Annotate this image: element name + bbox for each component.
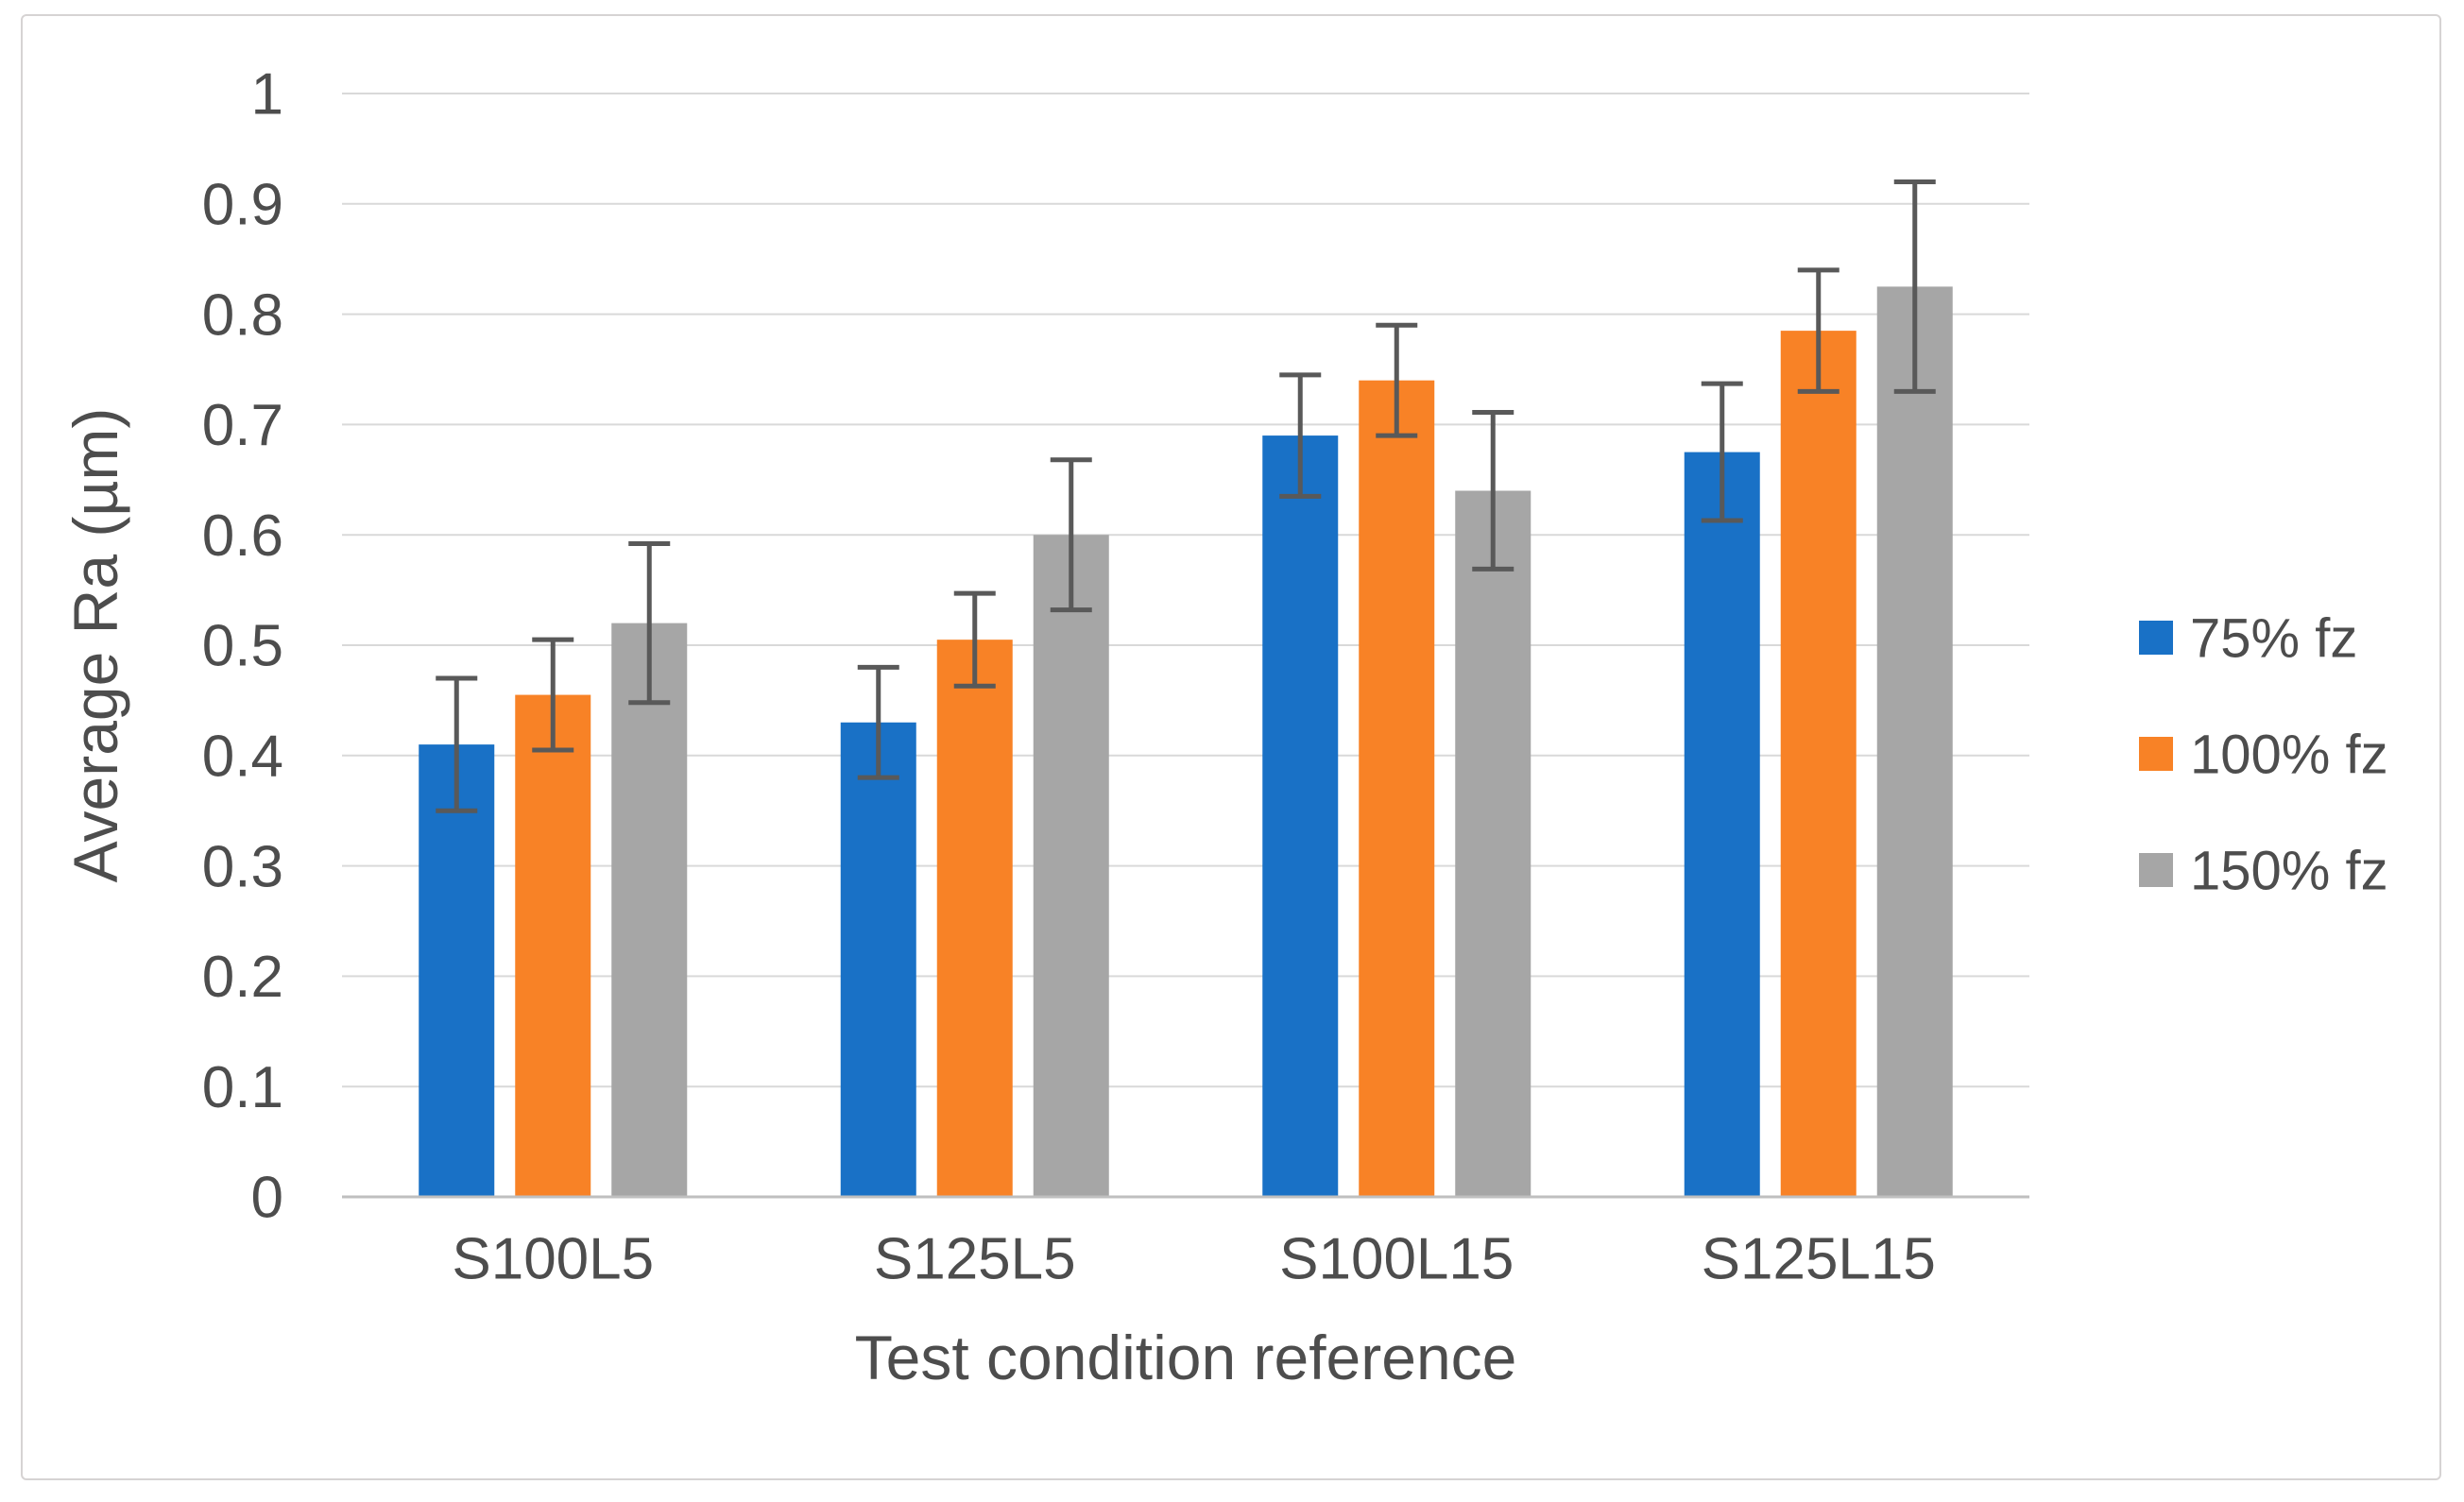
- axis-labels-group: 0 0.1 0.2 0.3 0.4 0.5 0.6 0.7 0.8 0.9 1 S100L5 S125L…: [202, 62, 1936, 1292]
- bar-100fz-s125l15: [1780, 331, 1857, 1197]
- y-tick-label: 0.6: [202, 504, 283, 569]
- bar-75fz-s100l5: [419, 744, 495, 1197]
- error-bar: [436, 675, 478, 813]
- error-bar: [1701, 381, 1743, 523]
- bar-150fz-s125l15: [1876, 286, 1953, 1197]
- bar-100fz-s100l15: [1359, 380, 1435, 1197]
- legend: 75% fz 100% fz 150% fz: [2139, 607, 2388, 901]
- y-tick-label: 0: [251, 1166, 283, 1231]
- chart-figure: 0 0.1 0.2 0.3 0.4 0.5 0.6 0.7 0.8 0.9 1 S100L5 S125L…: [21, 14, 2441, 1480]
- y-tick-label: 0.3: [202, 834, 283, 899]
- y-axis-title: Average Ra (µm): [60, 408, 130, 883]
- legend-swatch-100fz: [2139, 737, 2173, 771]
- legend-label-100fz: 100% fz: [2190, 724, 2388, 785]
- error-bar: [532, 637, 574, 753]
- x-category-label: S125L5: [874, 1227, 1076, 1292]
- error-bar: [1279, 372, 1322, 499]
- legend-label-75fz: 75% fz: [2190, 607, 2357, 669]
- y-tick-label: 0.7: [202, 393, 283, 458]
- y-tick-label: 0.4: [202, 725, 283, 790]
- bar-150fz-s100l5: [611, 623, 688, 1197]
- bar-75fz-s100l15: [1262, 435, 1339, 1198]
- error-bar: [1050, 457, 1092, 613]
- x-category-label: S100L5: [452, 1227, 654, 1292]
- y-tick-label: 0.9: [202, 173, 283, 238]
- error-bars-group: [436, 179, 1936, 813]
- bar-75fz-s125l15: [1684, 452, 1760, 1198]
- y-tick-label: 0.8: [202, 282, 283, 348]
- error-bar: [1893, 179, 1936, 394]
- x-category-label: S125L15: [1702, 1227, 1936, 1292]
- bar-150fz-s125l5: [1033, 535, 1109, 1197]
- error-bar: [953, 590, 996, 689]
- x-axis-title: Test condition reference: [855, 1323, 1517, 1392]
- x-category-label: S100L15: [1279, 1227, 1514, 1292]
- y-tick-label: 1: [251, 62, 283, 128]
- error-bar: [1472, 410, 1514, 572]
- error-bar: [1376, 322, 1418, 438]
- bars-group: [419, 286, 1953, 1198]
- error-bar: [628, 541, 671, 706]
- bar-150fz-s100l15: [1455, 490, 1531, 1197]
- error-bar: [1797, 267, 1839, 394]
- y-tick-label: 0.1: [202, 1055, 283, 1120]
- bar-75fz-s125l5: [840, 722, 916, 1197]
- error-bar: [857, 664, 899, 780]
- gridlines-group: [342, 93, 2029, 1088]
- y-tick-label: 0.2: [202, 945, 283, 1010]
- legend-swatch-150fz: [2139, 853, 2173, 887]
- bar-100fz-s125l5: [936, 640, 1013, 1197]
- legend-label-150fz: 150% fz: [2190, 840, 2388, 901]
- legend-swatch-75fz: [2139, 621, 2173, 655]
- y-tick-label: 0.5: [202, 614, 283, 679]
- bar-100fz-s100l5: [515, 694, 591, 1197]
